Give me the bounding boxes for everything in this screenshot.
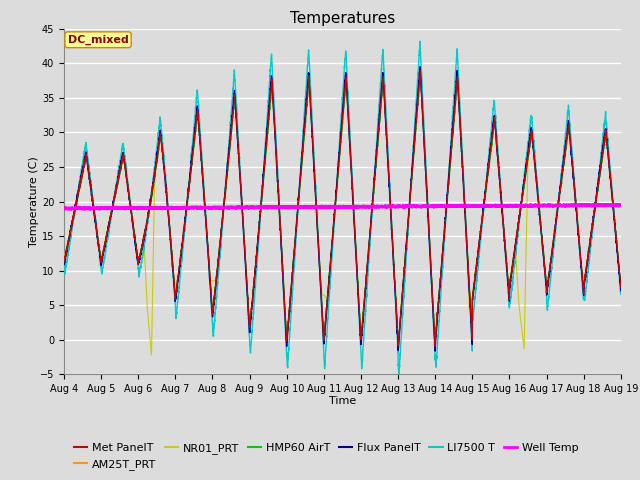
- Title: Temperatures: Temperatures: [290, 11, 395, 26]
- Text: DC_mixed: DC_mixed: [68, 35, 129, 45]
- Legend: Met PanelT, AM25T_PRT, NR01_PRT, HMP60 AirT, Flux PanelT, LI7500 T, Well Temp: Met PanelT, AM25T_PRT, NR01_PRT, HMP60 A…: [70, 439, 582, 474]
- X-axis label: Time: Time: [329, 396, 356, 406]
- Y-axis label: Temperature (C): Temperature (C): [29, 156, 38, 247]
